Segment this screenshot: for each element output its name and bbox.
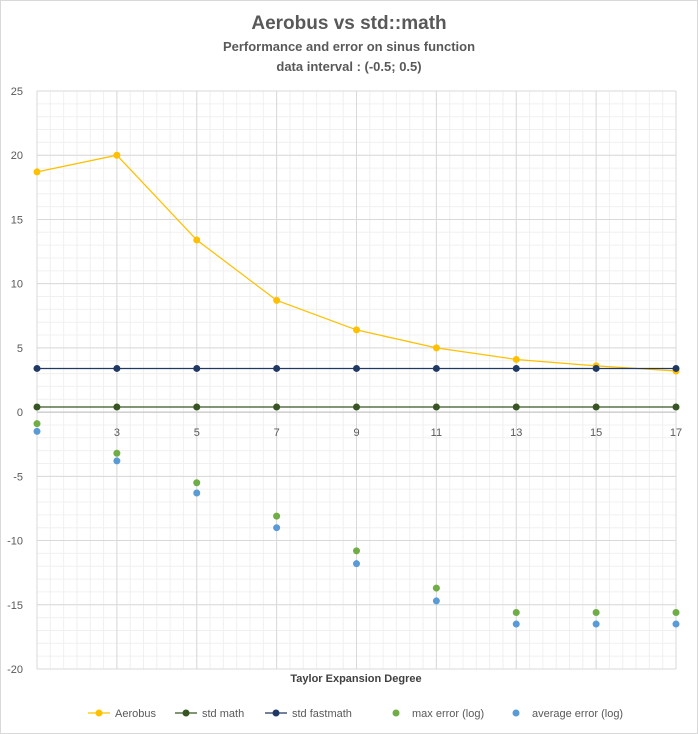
legend-label: Aerobus [115, 708, 156, 720]
x-tick-label: 7 [274, 427, 280, 439]
legend-marker [512, 709, 520, 717]
x-tick-label: 15 [590, 427, 602, 439]
legend-label: std fastmath [292, 708, 352, 720]
y-tick-label: 25 [11, 86, 23, 98]
y-tick-label: -5 [13, 471, 23, 483]
x-tick-label: 11 [431, 427, 442, 439]
data-point [113, 151, 121, 159]
data-point [512, 620, 520, 628]
data-point [353, 547, 360, 555]
legend-item: max error (log) [392, 708, 484, 720]
data-point [113, 449, 121, 457]
data-point [193, 489, 201, 497]
data-point [273, 524, 281, 532]
series-aerobus [33, 151, 680, 375]
data-point [113, 457, 121, 465]
series-max-error-log [33, 420, 680, 616]
series-std-fastmath [33, 364, 680, 372]
chart-title: Aerobus vs std::math [251, 13, 446, 34]
legend-marker [182, 709, 190, 717]
data-point [592, 620, 600, 628]
data-point [33, 403, 41, 411]
data-point [512, 403, 520, 411]
series-average-error-log [33, 427, 680, 628]
data-point [353, 403, 360, 411]
data-point [672, 364, 680, 372]
legend: Aerobus std math std fastmath max error (lo… [88, 708, 623, 720]
x-tick-label: 13 [510, 427, 522, 439]
legend-marker [95, 709, 103, 717]
legend-item: std fastmath [265, 708, 352, 720]
data-point [193, 364, 201, 372]
x-axis-label: Taylor Expansion Degree [290, 673, 421, 685]
legend-marker [392, 709, 400, 717]
x-axis-ticks: 3 5 7 9 11 13 15 17 [114, 427, 682, 439]
y-tick-label: 15 [11, 214, 23, 226]
series-layer [33, 151, 680, 628]
x-tick-label: 5 [194, 427, 200, 439]
y-tick-label: 0 [17, 407, 23, 419]
data-point [432, 584, 440, 592]
legend-item: Aerobus [88, 708, 156, 720]
data-point [432, 597, 440, 605]
chart-subtitle-line-2: data interval : (-0.5; 0.5) [276, 59, 421, 74]
data-point [353, 364, 360, 372]
data-point [672, 620, 680, 628]
data-point [273, 512, 281, 520]
data-point [113, 403, 121, 411]
legend-item: average error (log) [512, 708, 623, 720]
x-tick-label: 9 [353, 427, 359, 439]
data-point [592, 364, 600, 372]
data-point [33, 364, 41, 372]
data-point [432, 344, 440, 352]
y-axis-ticks: -20 -15 -10 -5 0 5 10 15 20 25 [7, 86, 23, 676]
y-tick-label: 20 [11, 150, 23, 162]
series-std-math [33, 403, 680, 411]
data-point [432, 364, 440, 372]
legend-marker [272, 709, 280, 717]
y-tick-label: -20 [7, 664, 23, 676]
data-point [113, 364, 121, 372]
data-point [432, 403, 440, 411]
data-point [512, 608, 520, 616]
legend-label: std math [202, 708, 244, 720]
data-point [353, 326, 360, 334]
data-point [512, 364, 520, 372]
y-tick-label: 10 [11, 279, 23, 291]
y-tick-label: -15 [7, 600, 23, 612]
data-point [193, 403, 201, 411]
data-point [33, 427, 41, 435]
x-tick-label: 17 [670, 427, 682, 439]
legend-label: average error (log) [532, 708, 623, 720]
legend-item: std math [175, 708, 244, 720]
plot-grid [36, 90, 677, 670]
data-point [672, 608, 680, 616]
data-point [592, 608, 600, 616]
data-point [193, 479, 201, 487]
chart-subtitle-line-1: Performance and error on sinus function [223, 39, 475, 54]
y-tick-label: -10 [7, 536, 23, 548]
data-point [273, 403, 281, 411]
data-point [672, 403, 680, 411]
data-point [353, 560, 360, 568]
x-tick-label: 3 [114, 427, 120, 439]
legend-label: max error (log) [412, 708, 484, 720]
data-point [512, 355, 520, 363]
data-point [193, 236, 201, 244]
data-point [33, 420, 41, 428]
data-point [592, 403, 600, 411]
data-point [273, 296, 281, 304]
data-point [33, 168, 41, 176]
y-tick-label: 5 [17, 343, 23, 355]
data-point [273, 364, 281, 372]
